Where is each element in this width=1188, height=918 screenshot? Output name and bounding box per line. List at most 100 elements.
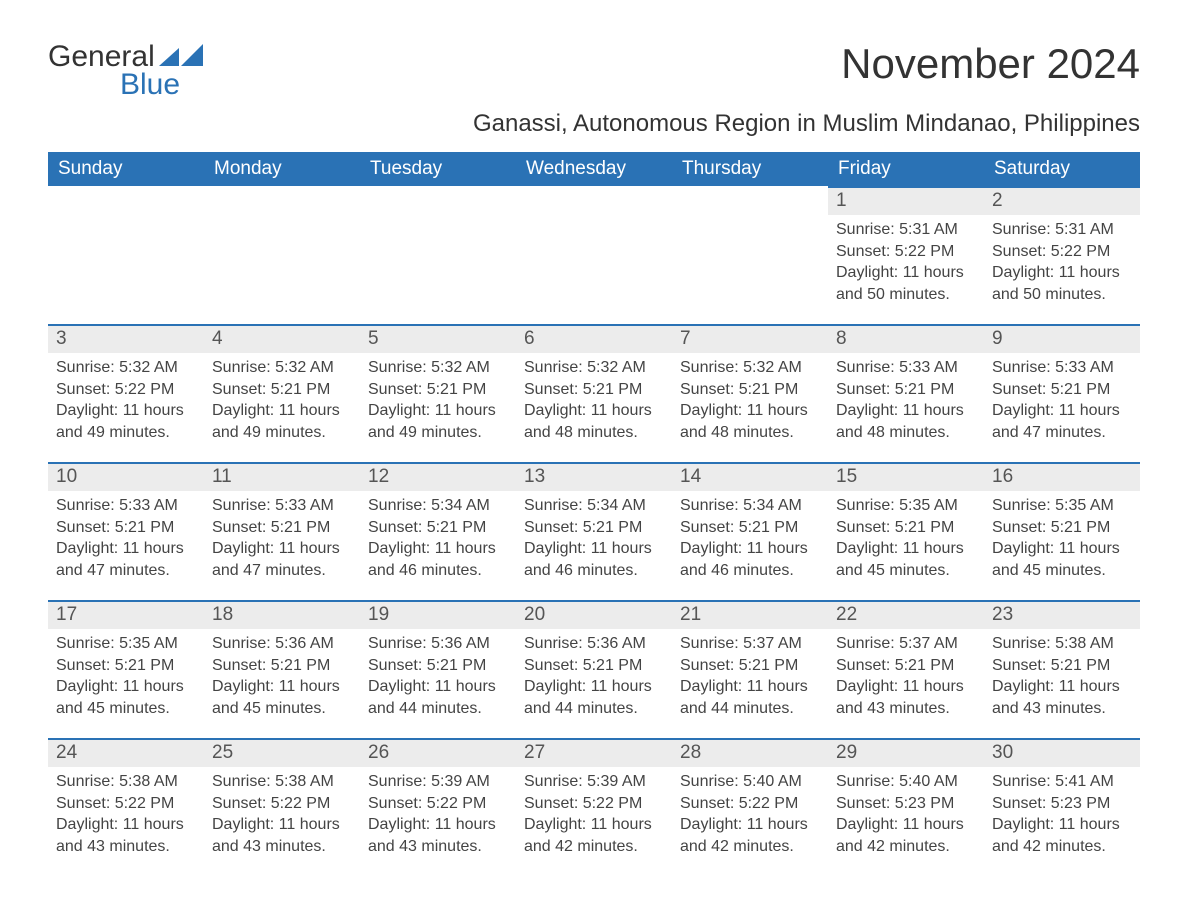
calendar-day: 14Sunrise: 5:34 AMSunset: 5:21 PMDayligh… <box>672 462 828 600</box>
day-sunrise: Sunrise: 5:31 AM <box>992 219 1132 241</box>
calendar-day: 10Sunrise: 5:33 AMSunset: 5:21 PMDayligh… <box>48 462 204 600</box>
calendar-day: 25Sunrise: 5:38 AMSunset: 5:22 PMDayligh… <box>204 738 360 876</box>
day-sunset: Sunset: 5:21 PM <box>524 517 664 539</box>
calendar-day: 6Sunrise: 5:32 AMSunset: 5:21 PMDaylight… <box>516 324 672 462</box>
day-details: Sunrise: 5:41 AMSunset: 5:23 PMDaylight:… <box>984 767 1140 859</box>
calendar-day: 2Sunrise: 5:31 AMSunset: 5:22 PMDaylight… <box>984 186 1140 324</box>
calendar-day: 4 Sunrise: 5:32 AMSunset: 5:21 PMDaylight… <box>204 324 360 462</box>
calendar-day: 23Sunrise: 5:38 AMSunset: 5:21 PMDayligh… <box>984 600 1140 738</box>
page-title: November 2024 <box>841 40 1140 88</box>
calendar-day: 29Sunrise: 5:40 AMSunset: 5:23 PMDayligh… <box>828 738 984 876</box>
day-sunset: Sunset: 5:21 PM <box>992 379 1132 401</box>
day-sunset: Sunset: 5:22 PM <box>56 793 196 815</box>
day-details: Sunrise: 5:32 AMSunset: 5:21 PMDaylight:… <box>516 353 672 445</box>
day-daylight: Daylight: 11 hours and 47 minutes. <box>56 538 196 581</box>
day-details: Sunrise: 5:40 AMSunset: 5:22 PMDaylight:… <box>672 767 828 859</box>
day-sunrise: Sunrise: 5:41 AM <box>992 771 1132 793</box>
day-sunset: Sunset: 5:21 PM <box>680 655 820 677</box>
day-sunset: Sunset: 5:21 PM <box>680 379 820 401</box>
calendar-day: 21Sunrise: 5:37 AMSunset: 5:21 PMDayligh… <box>672 600 828 738</box>
day-daylight: Daylight: 11 hours and 44 minutes. <box>368 676 508 719</box>
calendar-day: 19Sunrise: 5:36 AMSunset: 5:21 PMDayligh… <box>360 600 516 738</box>
day-details: Sunrise: 5:32 AMSunset: 5:22 PMDaylight:… <box>48 353 204 445</box>
day-daylight: Daylight: 11 hours and 44 minutes. <box>524 676 664 719</box>
day-sunrise: Sunrise: 5:38 AM <box>212 771 352 793</box>
calendar-day: 30Sunrise: 5:41 AMSunset: 5:23 PMDayligh… <box>984 738 1140 876</box>
calendar-day: 7Sunrise: 5:32 AMSunset: 5:21 PMDaylight… <box>672 324 828 462</box>
day-header: Thursday <box>672 152 828 186</box>
calendar-week: 10Sunrise: 5:33 AMSunset: 5:21 PMDayligh… <box>48 462 1140 600</box>
day-sunrise: Sunrise: 5:37 AM <box>836 633 976 655</box>
calendar-day <box>672 186 828 324</box>
calendar-day: 26Sunrise: 5:39 AMSunset: 5:22 PMDayligh… <box>360 738 516 876</box>
calendar-day: 9Sunrise: 5:33 AMSunset: 5:21 PMDaylight… <box>984 324 1140 462</box>
calendar-week: 17Sunrise: 5:35 AMSunset: 5:21 PMDayligh… <box>48 600 1140 738</box>
day-number: 15 <box>828 462 984 491</box>
day-number: 1 <box>828 186 984 215</box>
day-number: 13 <box>516 462 672 491</box>
day-details: Sunrise: 5:36 AMSunset: 5:21 PMDaylight:… <box>204 629 360 721</box>
day-sunset: Sunset: 5:21 PM <box>992 517 1132 539</box>
day-header: Sunday <box>48 152 204 186</box>
day-sunrise: Sunrise: 5:40 AM <box>680 771 820 793</box>
day-sunset: Sunset: 5:21 PM <box>212 379 352 401</box>
day-number: 20 <box>516 600 672 629</box>
calendar-day: 28Sunrise: 5:40 AMSunset: 5:22 PMDayligh… <box>672 738 828 876</box>
day-details: Sunrise: 5:31 AMSunset: 5:22 PMDaylight:… <box>984 215 1140 307</box>
day-number: 24 <box>48 738 204 767</box>
day-details: Sunrise: 5:33 AMSunset: 5:21 PMDaylight:… <box>204 491 360 583</box>
day-sunrise: Sunrise: 5:39 AM <box>524 771 664 793</box>
day-number: 29 <box>828 738 984 767</box>
day-details: Sunrise: 5:33 AMSunset: 5:21 PMDaylight:… <box>984 353 1140 445</box>
day-sunset: Sunset: 5:21 PM <box>836 517 976 539</box>
day-sunset: Sunset: 5:21 PM <box>368 517 508 539</box>
calendar-day <box>516 186 672 324</box>
calendar-day <box>360 186 516 324</box>
day-sunset: Sunset: 5:21 PM <box>368 655 508 677</box>
day-number: 27 <box>516 738 672 767</box>
day-number: 11 <box>204 462 360 491</box>
day-header: Friday <box>828 152 984 186</box>
day-sunset: Sunset: 5:21 PM <box>992 655 1132 677</box>
logo: General Blue <box>48 40 203 102</box>
day-daylight: Daylight: 11 hours and 47 minutes. <box>992 400 1132 443</box>
day-sunrise: Sunrise: 5:35 AM <box>56 633 196 655</box>
day-number: 25 <box>204 738 360 767</box>
day-details: Sunrise: 5:38 AMSunset: 5:21 PMDaylight:… <box>984 629 1140 721</box>
day-sunset: Sunset: 5:21 PM <box>524 379 664 401</box>
day-sunrise: Sunrise: 5:34 AM <box>524 495 664 517</box>
day-sunrise: Sunrise: 5:35 AM <box>992 495 1132 517</box>
calendar-table: SundayMondayTuesdayWednesdayThursdayFrid… <box>48 152 1140 876</box>
day-header: Saturday <box>984 152 1140 186</box>
day-sunrise: Sunrise: 5:33 AM <box>992 357 1132 379</box>
calendar-day: 5Sunrise: 5:32 AMSunset: 5:21 PMDaylight… <box>360 324 516 462</box>
day-number: 16 <box>984 462 1140 491</box>
calendar-day: 27Sunrise: 5:39 AMSunset: 5:22 PMDayligh… <box>516 738 672 876</box>
day-sunset: Sunset: 5:21 PM <box>836 655 976 677</box>
calendar-day: 11Sunrise: 5:33 AMSunset: 5:21 PMDayligh… <box>204 462 360 600</box>
day-sunrise: Sunrise: 5:32 AM <box>212 357 352 379</box>
day-sunrise: Sunrise: 5:31 AM <box>836 219 976 241</box>
day-daylight: Daylight: 11 hours and 50 minutes. <box>836 262 976 305</box>
day-daylight: Daylight: 11 hours and 43 minutes. <box>56 814 196 857</box>
day-number: 8 <box>828 324 984 353</box>
calendar-day <box>48 186 204 324</box>
day-sunrise: Sunrise: 5:37 AM <box>680 633 820 655</box>
day-daylight: Daylight: 11 hours and 49 minutes. <box>212 400 352 443</box>
calendar-day: 13Sunrise: 5:34 AMSunset: 5:21 PMDayligh… <box>516 462 672 600</box>
day-sunrise: Sunrise: 5:36 AM <box>524 633 664 655</box>
day-daylight: Daylight: 11 hours and 45 minutes. <box>992 538 1132 581</box>
day-sunrise: Sunrise: 5:35 AM <box>836 495 976 517</box>
day-number: 22 <box>828 600 984 629</box>
calendar-head: SundayMondayTuesdayWednesdayThursdayFrid… <box>48 152 1140 186</box>
day-daylight: Daylight: 11 hours and 47 minutes. <box>212 538 352 581</box>
day-daylight: Daylight: 11 hours and 43 minutes. <box>992 676 1132 719</box>
day-number: 10 <box>48 462 204 491</box>
day-sunset: Sunset: 5:22 PM <box>680 793 820 815</box>
day-details: Sunrise: 5:39 AMSunset: 5:22 PMDaylight:… <box>516 767 672 859</box>
day-daylight: Daylight: 11 hours and 49 minutes. <box>56 400 196 443</box>
day-number: 4 <box>204 324 360 353</box>
day-details: Sunrise: 5:34 AMSunset: 5:21 PMDaylight:… <box>516 491 672 583</box>
day-daylight: Daylight: 11 hours and 46 minutes. <box>368 538 508 581</box>
day-number: 23 <box>984 600 1140 629</box>
